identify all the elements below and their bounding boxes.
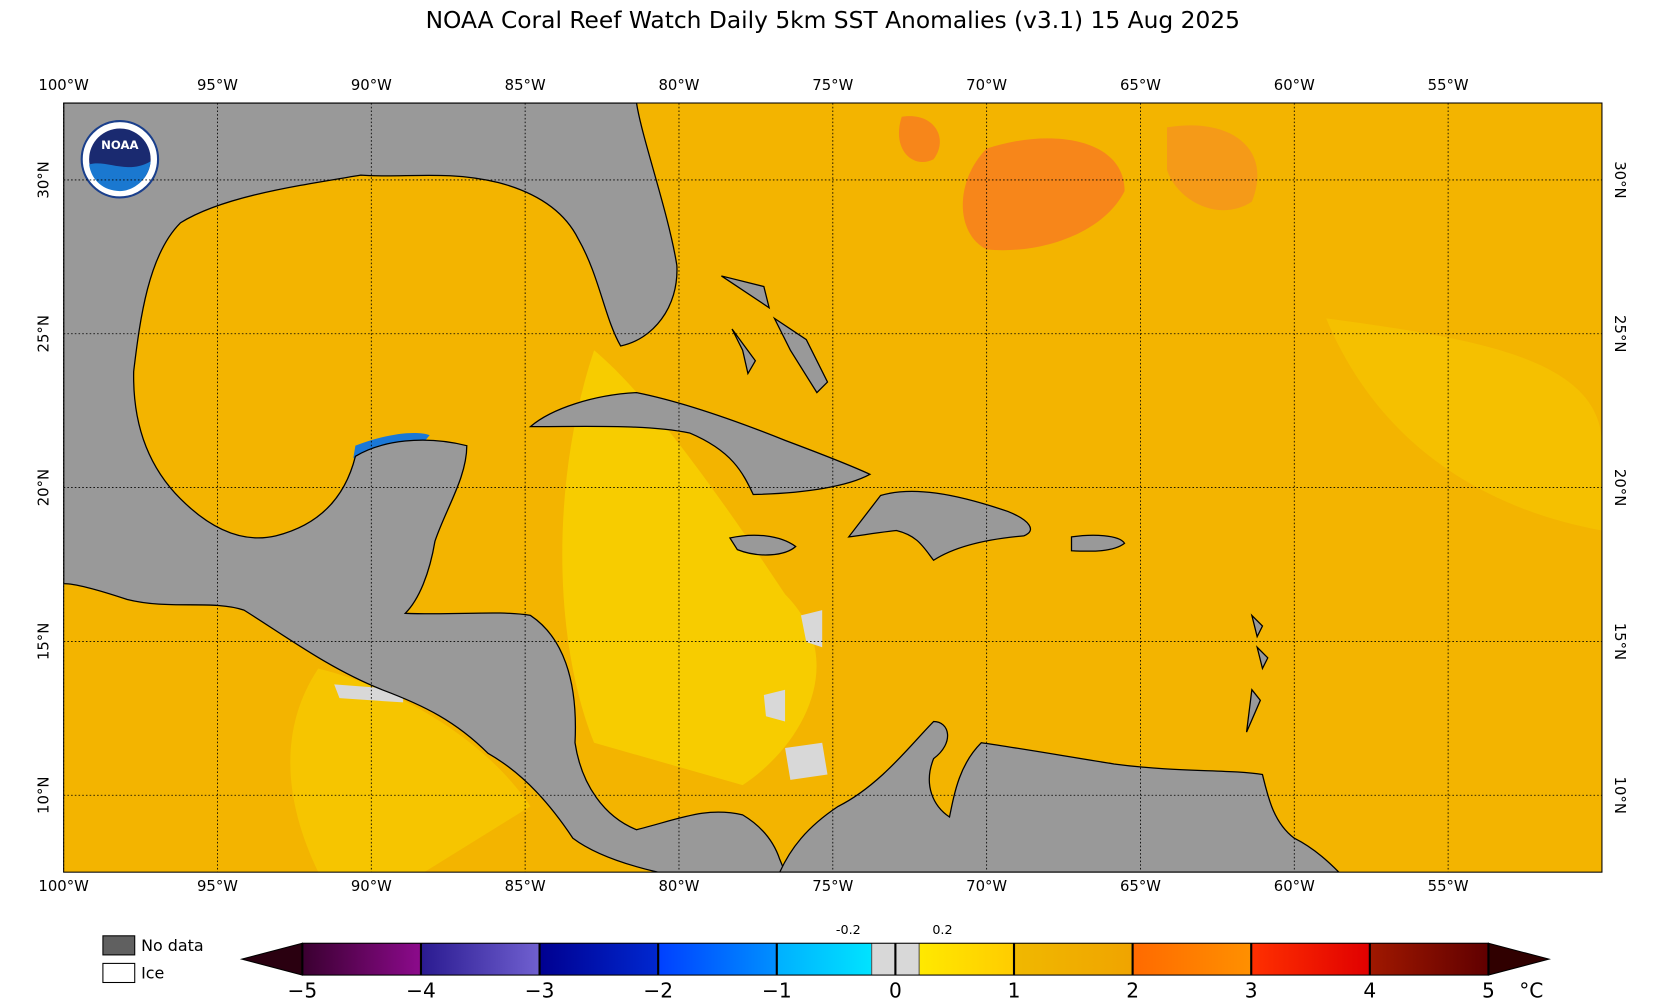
y-tick-label: 25°N: [35, 315, 53, 352]
noaa-logo: NOAA: [80, 119, 160, 199]
colorbar-minor-label: 0.2: [932, 923, 952, 938]
title: NOAA Coral Reef Watch Daily 5km SST Anom…: [426, 6, 1240, 34]
colorbar-tick-label: 5: [1482, 979, 1495, 1003]
colorbar-tick-label: 0: [889, 979, 902, 1003]
land-hispaniola: [847, 490, 1032, 562]
legend: No data Ice: [102, 935, 204, 984]
x-tick-label: 95°W: [197, 877, 238, 895]
y-tick-label: 25°N: [1611, 315, 1629, 352]
warm-zone: [562, 350, 817, 786]
colorbar-tick-label: 1: [1008, 979, 1021, 1003]
y-tick-label: 15°N: [35, 623, 53, 660]
x-tick-label: 55°W: [1428, 76, 1469, 94]
legend-swatch: [102, 962, 136, 984]
y-tick-label: 30°N: [35, 161, 53, 198]
x-tick-label: 65°W: [1120, 76, 1161, 94]
x-tick-label: 80°W: [658, 877, 699, 895]
colorbar-tick-label: −4: [406, 979, 436, 1003]
colorbar-extend-low: [239, 942, 303, 976]
x-tick-label: 100°W: [38, 877, 89, 895]
hot-zone: [1166, 125, 1258, 211]
y-tick-label: 30°N: [1611, 161, 1629, 198]
warm-zone: [290, 668, 531, 873]
warm-zone: [1326, 318, 1602, 531]
colorbar-tick-label: 4: [1363, 979, 1376, 1003]
logo-text: NOAA: [101, 138, 138, 152]
land-cuba: [528, 391, 872, 496]
y-tick-label: 20°N: [1611, 469, 1629, 506]
colorbar-unit: °C: [1519, 979, 1543, 1003]
x-tick-label: 85°W: [505, 877, 546, 895]
colorbar-tick-label: 3: [1245, 979, 1258, 1003]
x-tick-label: 80°W: [658, 76, 699, 94]
x-tick-label: 100°W: [38, 76, 89, 94]
map-axes: 100°W 100°W 95°W 95°W 90°W 90°W 85°W 85°W 80°W 80…: [35, 76, 1629, 895]
logo-wave: [89, 161, 151, 192]
colorbar: −5 −4 −3 −2 −1 0 1 2 3 4 5 -0.2 0.2 °C: [239, 923, 1551, 1003]
x-tick-label: 60°W: [1274, 76, 1315, 94]
x-tick-label: 70°W: [966, 877, 1007, 895]
x-tick-label: 60°W: [1274, 877, 1315, 895]
colorbar-segment: [302, 943, 421, 976]
x-tick-label: 90°W: [351, 76, 392, 94]
x-tick-label: 95°W: [197, 76, 238, 94]
colorbar-segment: [420, 943, 540, 976]
legend-label: No data: [141, 936, 204, 955]
y-tick-label: 15°N: [1611, 623, 1629, 660]
y-tick-label: 20°N: [35, 469, 53, 506]
colorbar-tick-label: −3: [525, 979, 555, 1003]
land-jamaica: [728, 534, 797, 556]
hot-zone: [898, 116, 940, 162]
colorbar-segment: [658, 943, 777, 976]
colorbar-minor-label: -0.2: [836, 923, 861, 938]
colorbar-segment: [1132, 943, 1252, 976]
hot-zone: [962, 138, 1125, 251]
x-tick-label: 55°W: [1428, 877, 1469, 895]
colorbar-frame: [301, 942, 1489, 976]
legend-label: Ice: [141, 964, 164, 983]
land-islands: [721, 275, 1269, 733]
colorbar-tick-label: 2: [1126, 979, 1139, 1003]
colorbar-tick-label: −1: [762, 979, 792, 1003]
x-tick-label: 75°W: [812, 76, 853, 94]
colorbar-extend-high: [1487, 942, 1551, 976]
land-south-america: [779, 720, 1340, 873]
land-puerto-rico: [1070, 534, 1126, 552]
x-tick-label: 75°W: [812, 877, 853, 895]
x-tick-label: 85°W: [505, 76, 546, 94]
colorbar-segment: [1014, 943, 1133, 976]
x-tick-label: 65°W: [1120, 877, 1161, 895]
y-tick-label: 10°N: [1611, 777, 1629, 814]
colorbar-segment: [1251, 943, 1370, 976]
colorbar-segment: [1369, 943, 1489, 976]
legend-swatch: [102, 935, 136, 956]
y-tick-label: 10°N: [35, 777, 53, 814]
colorbar-tick-label: −2: [643, 979, 673, 1003]
colorbar-segment: [539, 943, 659, 976]
x-tick-label: 70°W: [966, 76, 1007, 94]
x-tick-label: 90°W: [351, 877, 392, 895]
colorbar-tick-label: −5: [288, 979, 318, 1003]
